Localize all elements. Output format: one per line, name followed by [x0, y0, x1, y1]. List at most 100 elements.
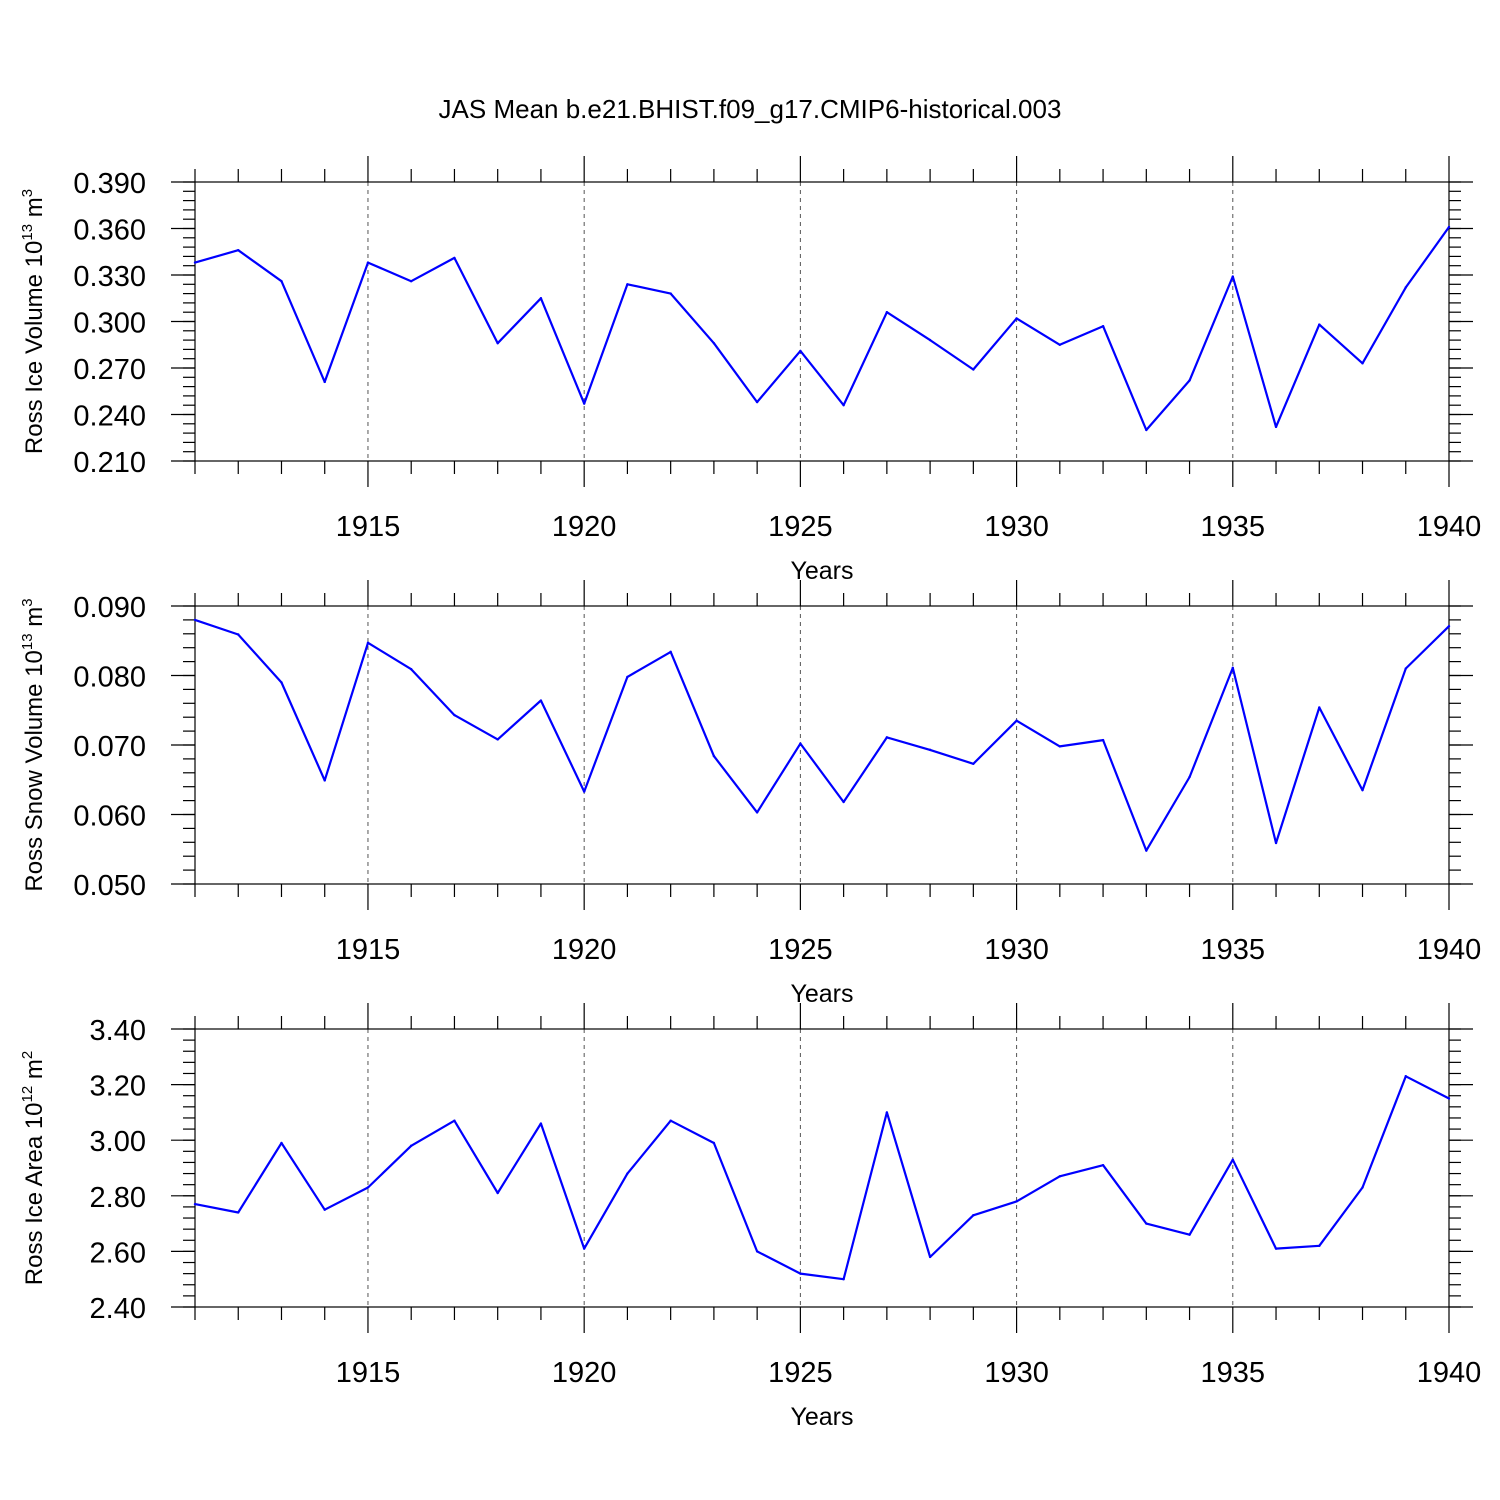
data-point [928, 338, 932, 342]
y-axis-label-exponent: 13 [19, 633, 36, 650]
y-tick-label: 0.360 [73, 215, 146, 247]
data-point [626, 283, 629, 286]
data-point [755, 400, 759, 404]
y-axis-label: Ross Ice Area 1012 m2 [19, 1051, 48, 1285]
x-tick-label: 1915 [336, 1357, 401, 1389]
data-point [1447, 624, 1451, 628]
y-axis-label-unit-exponent: 3 [19, 598, 36, 606]
data-point [1274, 841, 1278, 845]
data-point [1231, 1158, 1234, 1161]
y-tick-label: 0.270 [73, 354, 146, 386]
y-tick-label: 2.40 [90, 1293, 146, 1325]
data-point [582, 790, 586, 793]
data-point [582, 1247, 586, 1250]
y-tick-label: 0.090 [73, 592, 146, 624]
x-tick-label: 1930 [984, 934, 1049, 966]
y-tick-label: 0.390 [73, 168, 146, 200]
data-point [323, 1208, 326, 1211]
data-point [1447, 225, 1451, 229]
figure-title: JAS Mean b.e21.BHIST.f09_g17.CMIP6-histo… [439, 94, 1062, 124]
data-point [1101, 324, 1105, 328]
y-tick-label: 2.80 [90, 1182, 146, 1214]
data-point [669, 650, 672, 654]
y-tick-label: 3.20 [90, 1071, 146, 1103]
y-tick-label: 2.60 [90, 1237, 146, 1269]
y-tick-label: 0.050 [73, 870, 146, 902]
y-axis-label-unit: m [21, 197, 48, 224]
data-point [366, 1186, 370, 1189]
data-point [280, 681, 283, 684]
x-tick-label: 1920 [552, 934, 617, 966]
data-point [323, 380, 326, 384]
data-point [193, 1202, 197, 1206]
data-point [885, 1111, 889, 1114]
data-point [1015, 719, 1018, 722]
data-point [1058, 1175, 1062, 1178]
x-tick-label: 1920 [552, 511, 617, 543]
data-point [1188, 775, 1191, 779]
x-tick-label: 1925 [768, 934, 833, 966]
data-point [885, 736, 889, 739]
data-point [669, 292, 672, 295]
x-tick-label: 1915 [336, 934, 401, 966]
y-tick-label: 0.210 [73, 447, 146, 479]
x-tick-label: 1925 [768, 1357, 833, 1389]
data-point [410, 668, 413, 671]
x-tick-label: 1915 [336, 511, 401, 543]
data-point [1404, 1075, 1407, 1078]
panel-ross-snow-volume: 0.050 0.060 0.070 0.080 0.090 1915 1920 1925 193… [19, 580, 1481, 1008]
data-point [410, 1144, 413, 1147]
data-point [1231, 666, 1234, 670]
data-point [366, 641, 370, 645]
data-point [1447, 1097, 1451, 1100]
x-tick-label: 1935 [1201, 934, 1266, 966]
data-point [1231, 275, 1234, 278]
y-axis-label-text: Ross Ice Area 10 [21, 1102, 48, 1285]
data-point [496, 738, 499, 741]
data-point [1274, 425, 1278, 429]
x-axis-label: Years [790, 1403, 853, 1431]
data-point [453, 713, 456, 717]
x-tick-label: 1935 [1201, 511, 1266, 543]
data-point [1101, 738, 1105, 742]
x-axis-label: Years [790, 980, 853, 1008]
data-point [626, 1172, 629, 1175]
data-point [539, 699, 543, 702]
x-tick-label: 1930 [984, 511, 1049, 543]
data-point [928, 1255, 932, 1259]
data-point [626, 675, 629, 679]
y-tick-label: 0.070 [73, 731, 146, 763]
x-tick-label: 1925 [768, 511, 833, 543]
data-point [972, 368, 975, 371]
data-point [1318, 323, 1321, 326]
data-point [280, 1141, 283, 1145]
data-point [712, 342, 716, 345]
data-point [712, 1141, 716, 1145]
x-tick-label: 1930 [984, 1357, 1049, 1389]
y-tick-label: 0.080 [73, 662, 146, 694]
data-point [1145, 849, 1148, 852]
y-tick-label: 3.40 [90, 1015, 146, 1047]
data-point [842, 800, 845, 804]
series-line [194, 226, 1450, 432]
data-point [842, 1278, 845, 1281]
y-axis-label: Ross Ice Volume 1013 m3 [19, 189, 48, 454]
y-axis-label-unit: m [21, 1059, 48, 1086]
data-point [280, 280, 283, 283]
data-point [237, 249, 240, 252]
y-tick-label: 3.00 [90, 1126, 146, 1158]
data-point [928, 748, 932, 752]
data-point [1188, 1233, 1191, 1236]
data-point [1188, 379, 1191, 382]
data-point [193, 261, 197, 264]
y-axis-label-exponent: 13 [19, 224, 36, 241]
data-point [885, 311, 889, 314]
data-point [496, 1191, 499, 1195]
data-point [453, 256, 456, 260]
data-point [972, 1214, 975, 1217]
y-tick-label: 0.300 [73, 308, 146, 340]
data-point [193, 618, 197, 622]
data-point [1318, 706, 1321, 709]
